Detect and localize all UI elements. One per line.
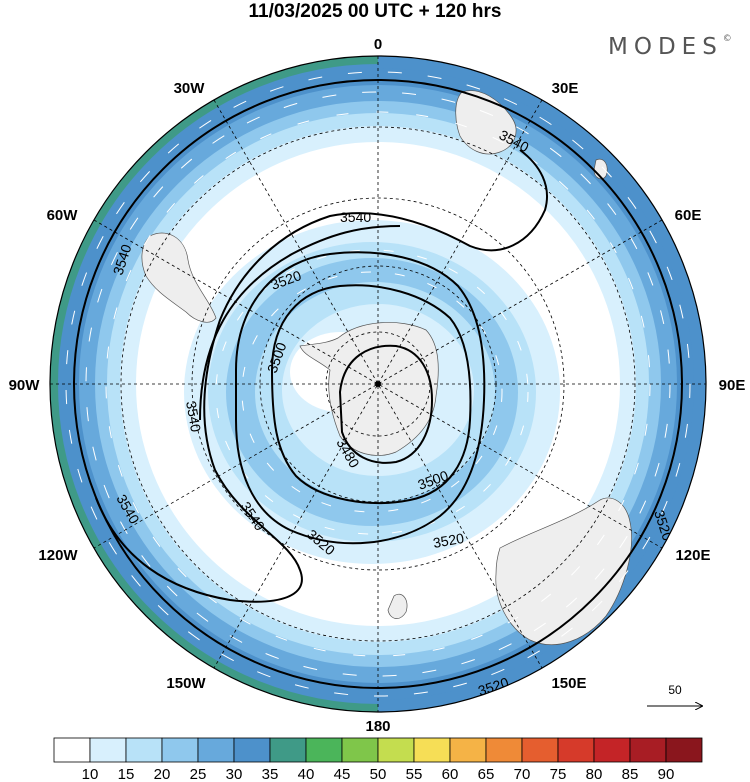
graticule bbox=[50, 56, 706, 712]
wind-streak-vortex-inner bbox=[241, 271, 503, 513]
colorbar-box bbox=[593, 737, 631, 763]
lat-circle-2 bbox=[191, 197, 565, 571]
lon-label-90w: 90W bbox=[9, 377, 41, 394]
australia bbox=[495, 497, 632, 645]
reference-vector-label: 50 bbox=[668, 683, 682, 697]
colorbar-box bbox=[629, 737, 667, 763]
colorbar-label: 50 bbox=[370, 766, 387, 782]
meridian-60e bbox=[93, 219, 663, 549]
lon-label-150e: 150E bbox=[551, 675, 586, 692]
colorbar-box bbox=[233, 737, 271, 763]
shade-20-25 bbox=[95, 101, 661, 667]
colorbar-box bbox=[449, 737, 487, 763]
colorbar-label: 60 bbox=[442, 766, 459, 782]
colorbar-label: 65 bbox=[478, 766, 495, 782]
contour-3500 bbox=[270, 284, 472, 504]
colorbar-label: 35 bbox=[262, 766, 279, 782]
colorbar-box bbox=[665, 737, 703, 763]
south-america bbox=[141, 232, 217, 323]
contour-label: 3540 bbox=[340, 209, 371, 225]
colorbar-box bbox=[125, 737, 163, 763]
colorbar-box bbox=[377, 737, 415, 763]
colorbar-label: 55 bbox=[406, 766, 423, 782]
lon-label-120w: 120W bbox=[38, 547, 78, 564]
colorbar-label: 30 bbox=[226, 766, 243, 782]
colorbar-box bbox=[161, 737, 199, 763]
colorbar-label: 15 bbox=[118, 766, 135, 782]
map-disc: 3540 3540 3520 3500 3540 3480 3500 3520 … bbox=[50, 56, 706, 712]
colorbar-label: 90 bbox=[658, 766, 675, 782]
contour-3540-outer bbox=[73, 79, 683, 689]
colorbar-label: 85 bbox=[622, 766, 639, 782]
contour-3520 bbox=[235, 251, 486, 545]
colorbar-label: 25 bbox=[190, 766, 207, 782]
contour-label: 3540 bbox=[183, 400, 204, 434]
colorbar-box bbox=[89, 737, 127, 763]
lon-label-90e: 90E bbox=[719, 377, 746, 394]
colorbar-box bbox=[521, 737, 559, 763]
colorbar-label: 40 bbox=[298, 766, 315, 782]
colorbar-box bbox=[53, 737, 91, 763]
colorbar-labels: 10 15 20 25 30 35 40 45 50 55 60 65 70 75 80 85 90 bbox=[82, 766, 675, 782]
height-contours bbox=[73, 79, 683, 689]
modes-logo: MODES© bbox=[608, 34, 732, 60]
lon-label-180: 180 bbox=[365, 718, 390, 735]
colorbar-label: 70 bbox=[514, 766, 531, 782]
copyright-mark: © bbox=[722, 34, 732, 44]
colorbar-label: 45 bbox=[334, 766, 351, 782]
lon-label-60e: 60E bbox=[675, 207, 702, 224]
contour-3480 bbox=[338, 344, 434, 464]
colorbar-box bbox=[305, 737, 343, 763]
colorbar-box bbox=[269, 737, 307, 763]
colorbar-box bbox=[413, 737, 451, 763]
map-title: 11/03/2025 00 UTC + 120 hrs bbox=[248, 1, 502, 22]
lat-circle-1 bbox=[120, 126, 636, 642]
longitude-labels: 0 30E 60E 90E 120E 150E 180 150W 120W 90… bbox=[9, 36, 746, 735]
brand-name: MODES bbox=[608, 34, 723, 60]
colorbar-label: 10 bbox=[82, 766, 99, 782]
colorbar-boxes bbox=[53, 737, 703, 763]
wind-streak-vortex bbox=[215, 249, 529, 535]
colorbar-label: 75 bbox=[550, 766, 567, 782]
lon-label-60w: 60W bbox=[47, 207, 79, 224]
colorbar-box bbox=[197, 737, 235, 763]
wind-streak-outer bbox=[65, 71, 691, 697]
contour-label: 3520 bbox=[432, 530, 466, 551]
contour-3540-inner bbox=[199, 225, 401, 421]
colorbar-box bbox=[341, 737, 379, 763]
new-zealand bbox=[387, 593, 408, 619]
meridian-30e bbox=[213, 99, 543, 669]
colorbar-label: 80 bbox=[586, 766, 603, 782]
reference-vector: 50 bbox=[647, 683, 702, 706]
lon-label-150w: 150W bbox=[166, 675, 206, 692]
colorbar-label: 20 bbox=[154, 766, 171, 782]
meridian-60w bbox=[93, 219, 663, 549]
colorbar-box bbox=[557, 737, 595, 763]
meridian-30w bbox=[213, 99, 543, 669]
colorbar-box bbox=[485, 737, 523, 763]
shade-15-20 bbox=[107, 113, 649, 655]
lon-label-120e: 120E bbox=[675, 547, 710, 564]
pole-marker bbox=[375, 381, 381, 387]
map-border bbox=[49, 55, 707, 713]
colorbar: 10 15 20 25 30 35 40 45 50 55 60 65 70 75 80 85 90 bbox=[53, 737, 703, 782]
lon-label-30e: 30E bbox=[552, 80, 579, 97]
lon-label-30w: 30W bbox=[174, 80, 206, 97]
lon-label-0: 0 bbox=[374, 36, 382, 53]
